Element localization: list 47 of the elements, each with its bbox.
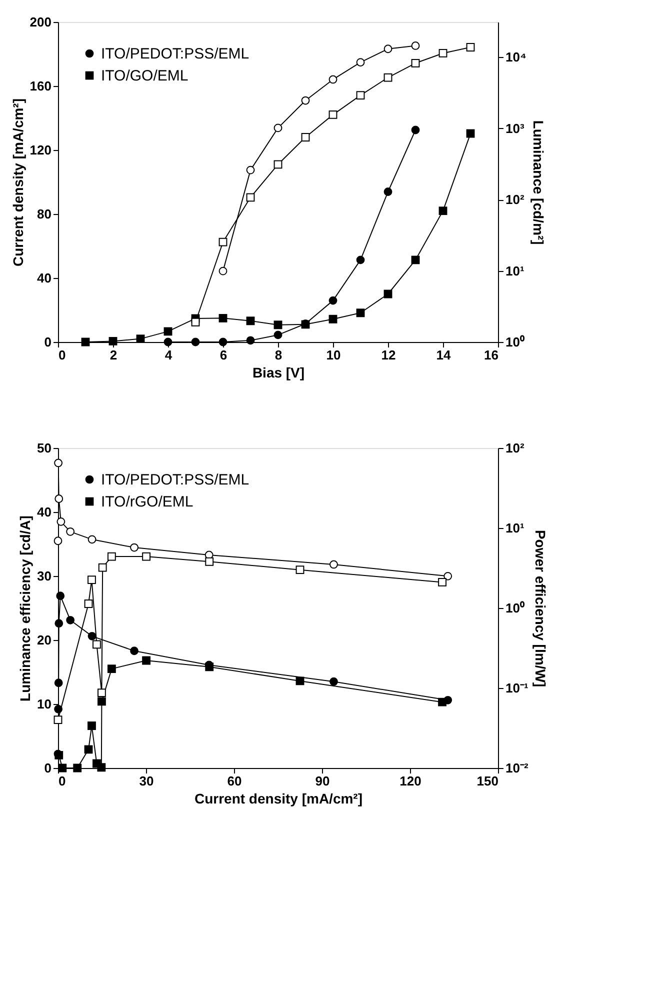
x-tick-label: 0 <box>58 774 66 788</box>
y-axis-title: Current density [mA/cm²] <box>10 98 26 267</box>
y-tick-label: 200 <box>30 14 52 30</box>
y-tick-label: 50 <box>37 440 52 456</box>
x-tick-label: 16 <box>484 348 498 362</box>
y2-tick-label: 10¹ <box>506 520 524 536</box>
y2-tick-label: 10⁰ <box>506 334 525 350</box>
y-tick-label: 20 <box>37 632 52 648</box>
y2-axis-title: Power efficiency [lm/W] <box>532 530 548 688</box>
x-tick-label: 120 <box>400 774 422 788</box>
x-tick-label: 12 <box>381 348 396 362</box>
legend-label: ITO/GO/EML <box>101 68 188 84</box>
y2-tick-label: 10⁰ <box>506 600 525 616</box>
legend-label: ITO/PEDOT:PSS/EML <box>101 46 250 62</box>
y2-tick-label: 10⁻² <box>506 760 529 776</box>
x-tick-label: 4 <box>164 348 173 362</box>
x-tick-label: 6 <box>220 348 228 362</box>
legend-label: ITO/rGO/EML <box>101 494 194 510</box>
y2-axis-title: Luminance [cd/m²] <box>530 120 546 245</box>
y-axis-title: Luminance efficiency [cd/A] <box>17 516 34 702</box>
x-tick-label: 14 <box>436 348 452 362</box>
y-tick-label: 0 <box>44 760 52 776</box>
x-axis-title: Current density [mA/cm²] <box>194 790 363 806</box>
x-tick-label: 30 <box>139 774 154 788</box>
x-tick-label: 60 <box>227 774 242 788</box>
x-tick-label: 0 <box>58 348 66 362</box>
y-tick-label: 30 <box>37 568 52 584</box>
y-tick-label: 40 <box>37 504 52 520</box>
y2-tick-label: 10⁻¹ <box>506 680 528 696</box>
y-tick-label: 40 <box>37 270 52 286</box>
y-tick-label: 160 <box>30 78 52 94</box>
y2-tick-label: 10³ <box>506 120 525 136</box>
x-tick-label: 2 <box>110 348 118 362</box>
y-tick-label: 0 <box>44 334 52 350</box>
y2-tick-label: 10² <box>506 440 525 456</box>
legend-label: ITO/PEDOT:PSS/EML <box>101 472 250 488</box>
x-tick-label: 10 <box>326 348 341 362</box>
y2-tick-label: 10² <box>506 192 525 208</box>
y-tick-label: 10 <box>37 696 52 712</box>
x-axis-title: Bias [V] <box>252 364 305 380</box>
x-tick-label: 150 <box>476 774 498 788</box>
x-tick-label: 90 <box>315 774 330 788</box>
x-tick-label: 8 <box>274 348 282 362</box>
y-tick-label: 80 <box>37 206 52 222</box>
y2-tick-label: 10⁴ <box>506 50 526 65</box>
y2-tick-label: 10¹ <box>506 263 524 278</box>
y-tick-label: 120 <box>30 142 52 158</box>
